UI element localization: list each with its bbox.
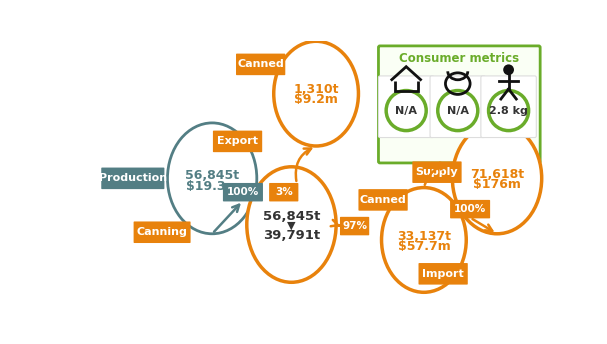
FancyBboxPatch shape [359, 189, 408, 211]
Text: Canned: Canned [360, 195, 407, 205]
Text: N/A: N/A [395, 106, 417, 116]
FancyBboxPatch shape [236, 54, 285, 75]
Text: 56,845t: 56,845t [263, 210, 320, 223]
Text: Import: Import [422, 269, 464, 279]
FancyBboxPatch shape [412, 161, 461, 183]
Text: 2.8 kg: 2.8 kg [489, 106, 528, 116]
Text: 1,310t: 1,310t [293, 83, 339, 96]
FancyBboxPatch shape [418, 263, 468, 284]
FancyBboxPatch shape [134, 222, 191, 243]
FancyBboxPatch shape [378, 76, 434, 138]
Text: Canned: Canned [237, 60, 284, 69]
Text: 100%: 100% [227, 187, 259, 197]
Text: Supply: Supply [416, 167, 458, 177]
FancyBboxPatch shape [450, 200, 490, 218]
FancyBboxPatch shape [378, 46, 540, 163]
Text: $9.2m: $9.2m [294, 93, 338, 106]
Text: 97%: 97% [342, 221, 367, 231]
FancyBboxPatch shape [340, 217, 369, 235]
Circle shape [503, 64, 514, 75]
Text: 33,137t: 33,137t [397, 229, 451, 243]
Text: 39,791t: 39,791t [263, 229, 320, 242]
FancyBboxPatch shape [269, 183, 299, 202]
Text: Canning: Canning [137, 227, 188, 237]
Text: $57.7m: $57.7m [398, 240, 450, 252]
Ellipse shape [168, 123, 257, 234]
Text: 71,618t: 71,618t [470, 168, 524, 181]
FancyBboxPatch shape [481, 76, 537, 138]
Text: Production: Production [99, 173, 167, 183]
Text: Export: Export [217, 136, 258, 147]
FancyBboxPatch shape [101, 168, 164, 189]
Ellipse shape [274, 41, 359, 146]
Text: $176m: $176m [473, 178, 521, 191]
Text: 3%: 3% [275, 187, 293, 197]
Ellipse shape [382, 187, 466, 292]
Text: 56,845t: 56,845t [185, 169, 239, 182]
FancyBboxPatch shape [223, 183, 263, 202]
FancyBboxPatch shape [213, 131, 262, 152]
FancyBboxPatch shape [430, 76, 486, 138]
Text: $19.3m: $19.3m [186, 180, 239, 193]
Ellipse shape [452, 123, 541, 234]
Text: 100%: 100% [454, 204, 486, 214]
Ellipse shape [247, 167, 336, 282]
Text: N/A: N/A [447, 106, 469, 116]
Text: ▼: ▼ [287, 221, 296, 231]
Text: Consumer metrics: Consumer metrics [399, 52, 520, 65]
